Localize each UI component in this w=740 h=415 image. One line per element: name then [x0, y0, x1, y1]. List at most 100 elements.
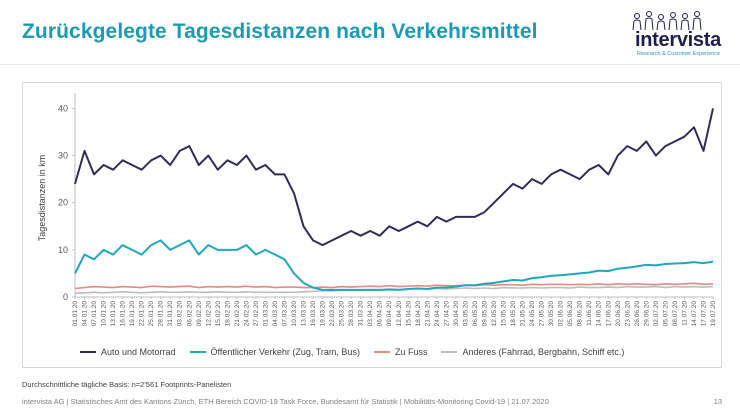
- legend-swatch-ov: [189, 351, 206, 353]
- x-tick-label: 06.05.20: [472, 301, 479, 327]
- x-tick-label: 31.01.20: [167, 301, 174, 327]
- legend-item-anderes: Anderes (Fahrrad, Bergbahn, Schiff etc.): [441, 347, 624, 357]
- x-tick-label: 14.06.20: [596, 301, 603, 327]
- chart-legend: Auto und Motorrad Öffentlicher Verkehr (…: [80, 347, 624, 357]
- legend-item-fuss: Zu Fuss: [373, 347, 428, 357]
- logo-people-icon: [632, 11, 702, 31]
- x-tick-label: 18.02.20: [224, 301, 231, 327]
- x-tick-label: 27.05.20: [539, 301, 546, 327]
- x-tick-label: 16.01.20: [120, 301, 127, 327]
- x-tick-label: 09.04.20: [386, 301, 393, 327]
- x-tick-label: 01.03.20: [262, 301, 269, 327]
- x-tick-label: 24.02.20: [243, 301, 250, 327]
- x-tick-label: 31.03.20: [358, 301, 365, 327]
- page-title: Zurückgelegte Tagesdistanzen nach Verkeh…: [22, 20, 538, 43]
- x-tick-label: 27.02.20: [253, 301, 260, 327]
- page-number: 13: [713, 397, 722, 406]
- basis-note: Durchschnittliche tägliche Basis: n=2'56…: [22, 380, 232, 389]
- footer-source: intervista AG | Statistisches Amt des Ka…: [22, 397, 549, 406]
- x-tick-label: 24.05.20: [529, 301, 536, 327]
- x-tick-label: 18.05.20: [510, 301, 517, 327]
- x-tick-label: 28.03.20: [348, 301, 355, 327]
- logo-tagline: Research & Customer Experience: [637, 51, 721, 57]
- x-tick-label: 17.07.20: [700, 301, 707, 327]
- legend-label-auto: Auto und Motorrad: [101, 347, 176, 357]
- legend-swatch-anderes: [441, 351, 458, 353]
- x-tick-label: 21.05.20: [520, 301, 527, 327]
- x-tick-label: 05.07.20: [662, 301, 669, 327]
- x-tick-label: 12.02.20: [205, 301, 212, 327]
- x-tick-label: 02.07.20: [653, 301, 660, 327]
- logo-wordmark: intervista: [635, 29, 721, 51]
- x-tick-label: 09.05.20: [481, 301, 488, 327]
- x-tick-label: 11.07.20: [681, 301, 688, 326]
- x-tick-label: 24.04.20: [434, 301, 441, 327]
- x-tick-label: 21.04.20: [424, 301, 431, 327]
- x-tick-label: 15.04.20: [405, 301, 412, 327]
- x-tick-label: 18.04.20: [415, 301, 422, 327]
- x-tick-label: 14.07.20: [691, 301, 698, 327]
- x-tick-label: 19.01.20: [129, 301, 136, 327]
- y-axis-label: Tagesdistanzen in km: [37, 155, 47, 242]
- x-tick-label: 20.06.20: [615, 301, 622, 327]
- x-tick-label: 09.02.20: [196, 301, 203, 327]
- x-tick-label: 03.02.20: [177, 301, 184, 327]
- intervista-logo: intervista Research & Customer Experienc…: [615, 10, 727, 60]
- x-tick-label: 19.07.20: [710, 301, 717, 327]
- chart-frame: 0 10 20 30 40 Tagesdistanzen in km 01.01.20 04.…: [22, 82, 722, 368]
- x-tick-label: 11.06.20: [586, 301, 593, 326]
- x-tick-label: 25.03.20: [339, 301, 346, 327]
- x-tick-label: 04.03.20: [272, 301, 279, 327]
- x-tick-label: 12.05.20: [491, 301, 498, 327]
- legend-swatch-auto: [80, 351, 96, 353]
- header-divider: [0, 64, 740, 65]
- x-tick-label: 26.06.20: [634, 301, 641, 327]
- x-tick-label: 19.03.20: [320, 301, 327, 327]
- y-tick-label: 40: [58, 103, 68, 113]
- x-tick-label: 06.02.20: [186, 301, 193, 327]
- series-line-fuss: [74, 282, 714, 290]
- legend-label-fuss: Zu Fuss: [394, 347, 428, 357]
- x-tick-label: 28.01.20: [158, 301, 165, 327]
- y-tick-label: 10: [58, 245, 68, 255]
- x-tick-label: 07.01.20: [91, 301, 98, 327]
- x-tick-label: 10.01.20: [101, 301, 108, 327]
- x-tick-label: 22.01.20: [139, 301, 146, 327]
- x-tick-label: 25.01.20: [148, 301, 155, 327]
- x-tick-label: 15.05.20: [501, 301, 508, 327]
- x-tick-label: 12.04.20: [396, 301, 403, 327]
- y-tick-label: 20: [58, 198, 68, 208]
- x-tick-label: 21.02.20: [234, 301, 241, 327]
- x-tick-label: 13.01.20: [110, 301, 117, 327]
- legend-swatch-fuss: [373, 351, 390, 353]
- x-tick-label: 06.04.20: [377, 301, 384, 327]
- x-tick-label: 08.07.20: [672, 301, 679, 327]
- x-tick-label: 10.03.20: [291, 301, 298, 327]
- x-tick-label: 03.05.20: [462, 301, 469, 327]
- y-tick-label: 30: [58, 151, 68, 161]
- x-tick-label: 05.06.20: [567, 301, 574, 327]
- x-tick-label: 03.04.20: [367, 301, 374, 327]
- x-tick-label: 23.06.20: [624, 301, 631, 327]
- legend-item-auto: Auto und Motorrad: [80, 347, 176, 357]
- x-tick-label: 16.03.20: [310, 301, 317, 327]
- series-line-ov: [74, 239, 714, 291]
- legend-label-anderes: Anderes (Fahrrad, Bergbahn, Schiff etc.): [462, 347, 625, 357]
- x-tick-label: 30.04.20: [453, 301, 460, 327]
- x-tick-label: 04.01.20: [82, 301, 89, 327]
- series-line-auto: [74, 108, 714, 247]
- y-tick-label: 0: [63, 292, 68, 302]
- x-tick-label: 22.03.20: [329, 301, 336, 327]
- x-tick-label: 01.01.20: [72, 301, 79, 327]
- x-tick-label: 08.06.20: [577, 301, 584, 327]
- x-tick-label: 17.06.20: [605, 301, 612, 327]
- x-tick-label: 27.04.20: [443, 301, 450, 327]
- x-tick-label: 29.06.20: [643, 301, 650, 327]
- x-tick-label: 15.02.20: [215, 301, 222, 327]
- x-tick-label: 07.03.20: [281, 301, 288, 327]
- x-tick-label: 02.06.20: [558, 301, 565, 327]
- x-tick-label: 13.03.20: [301, 301, 308, 327]
- legend-label-ov: Öffentlicher Verkehr (Zug, Tram, Bus): [210, 347, 360, 357]
- x-tick-label: 30.05.20: [548, 301, 555, 327]
